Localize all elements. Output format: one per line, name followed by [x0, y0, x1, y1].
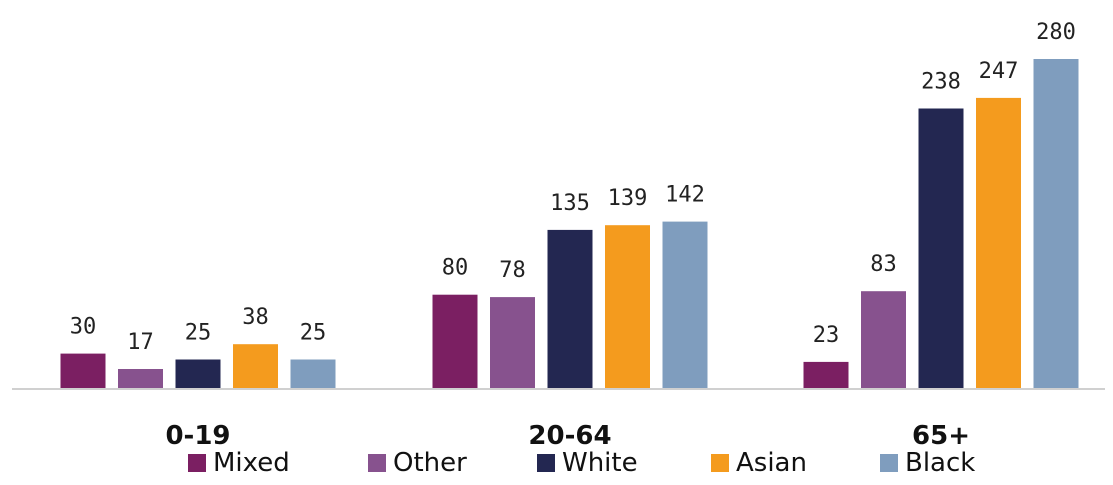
data-label-0-19-black: 25 — [300, 321, 327, 346]
legend-label-mixed: Mixed — [213, 448, 290, 478]
bar-65-white — [918, 108, 964, 389]
data-label-0-19-mixed: 30 — [70, 315, 97, 340]
bar-65-black — [1033, 59, 1079, 389]
x-tick-label-0-19: 0-19 — [165, 421, 230, 451]
bar-0-19-white — [175, 359, 221, 389]
bar-20-64-black — [662, 221, 708, 389]
data-label-0-19-asian: 38 — [242, 305, 269, 330]
data-label-20-64-white: 135 — [550, 191, 590, 216]
legend-swatch-other — [368, 454, 386, 472]
data-label-65-other: 83 — [870, 252, 897, 277]
legend: Mixed Other White Asian Black — [188, 448, 975, 478]
bar-20-64-white — [547, 229, 593, 389]
bars-group — [60, 59, 1079, 390]
bar-0-19-asian — [233, 344, 278, 389]
x-tick-label-20-64: 20-64 — [528, 421, 611, 451]
bar-65-other — [861, 291, 906, 389]
data-label-0-19-other: 17 — [127, 330, 154, 355]
legend-item-asian: Asian — [711, 448, 807, 478]
data-label-0-19-white: 25 — [185, 321, 212, 346]
legend-swatch-mixed — [188, 454, 206, 472]
legend-item-black: Black — [880, 448, 975, 478]
bar-0-19-black — [290, 359, 336, 389]
data-labels-group: 30 17 25 38 25 80 78 135 139 142 23 83 238 247 280 — [70, 20, 1076, 355]
x-tick-label-65: 65+ — [912, 421, 970, 451]
bar-0-19-other — [118, 369, 163, 389]
bar-65-asian — [976, 97, 1021, 390]
legend-swatch-black — [880, 454, 898, 472]
data-label-20-64-asian: 139 — [608, 186, 648, 211]
legend-label-white: White — [562, 448, 638, 478]
legend-swatch-asian — [711, 454, 729, 472]
data-label-20-64-other: 78 — [499, 258, 526, 283]
data-label-20-64-mixed: 80 — [442, 256, 469, 281]
bar-20-64-mixed — [432, 294, 478, 389]
x-tick-labels-group: 0-19 20-64 65+ — [165, 421, 970, 451]
data-label-65-mixed: 23 — [813, 323, 840, 348]
legend-swatch-white — [537, 454, 555, 472]
legend-item-other: Other — [368, 448, 467, 478]
bar-65-mixed — [803, 361, 849, 389]
bar-0-19-mixed — [60, 353, 106, 389]
data-label-65-asian: 247 — [979, 59, 1019, 84]
data-label-20-64-black: 142 — [665, 183, 705, 208]
bar-20-64-asian — [605, 225, 650, 389]
bar-20-64-other — [490, 297, 535, 389]
data-label-65-black: 280 — [1036, 20, 1076, 45]
legend-label-other: Other — [393, 448, 467, 478]
legend-item-mixed: Mixed — [188, 448, 290, 478]
legend-label-asian: Asian — [736, 448, 807, 478]
legend-item-white: White — [537, 448, 638, 478]
legend-label-black: Black — [905, 448, 975, 478]
data-label-65-white: 238 — [921, 70, 961, 95]
